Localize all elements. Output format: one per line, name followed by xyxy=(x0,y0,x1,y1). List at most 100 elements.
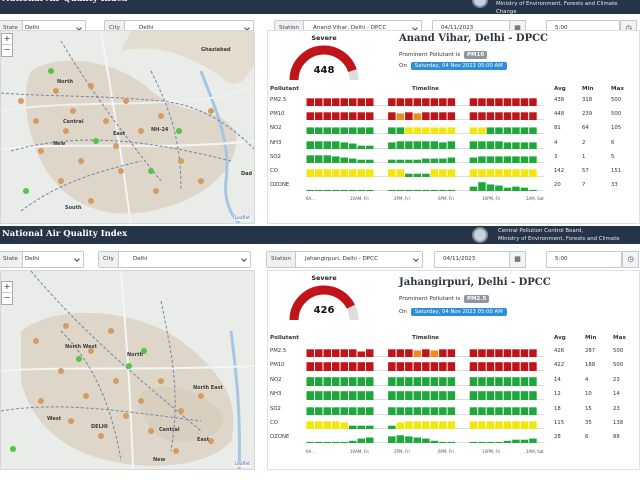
timeline-bar xyxy=(529,438,537,444)
ministry-line: Ministry of Environment, Forests and Cli… xyxy=(498,236,620,250)
timeline-bar xyxy=(503,156,512,163)
timeline-sparkbars[interactable] xyxy=(306,432,544,444)
timeline-bar xyxy=(315,98,323,106)
timeline-bar xyxy=(357,362,365,372)
timeline-bar xyxy=(422,140,430,149)
station-map[interactable]: + − North West North North East West DEL… xyxy=(0,270,255,470)
timeline-bar xyxy=(340,391,348,401)
timeline-bar xyxy=(520,187,529,192)
timeline-bar xyxy=(349,169,357,177)
timeline-bar xyxy=(413,376,422,386)
timeline-bar xyxy=(405,112,413,121)
timeline-bar xyxy=(430,362,439,372)
timeline-bar xyxy=(422,421,430,429)
zoom-in-button[interactable]: + xyxy=(2,34,12,45)
timeline-bar xyxy=(357,127,365,135)
chevron-down-icon xyxy=(74,256,80,262)
timeline-sparkbars[interactable] xyxy=(306,180,544,192)
timeline-sparkbars[interactable] xyxy=(306,123,544,135)
timeline-bar xyxy=(388,159,396,163)
timeline-bar xyxy=(447,421,456,429)
timeline-bar xyxy=(495,140,503,149)
time-input[interactable]: 5:00 xyxy=(546,251,622,268)
timeline-bar xyxy=(447,157,456,163)
timeline-bar xyxy=(478,140,486,149)
pollutant-max: 500 xyxy=(613,362,624,369)
pollutant-avg: 28 xyxy=(554,434,561,441)
timeline-bar xyxy=(323,140,331,149)
timeline-bar xyxy=(503,112,512,121)
timeline-sparkbars[interactable] xyxy=(306,346,544,357)
time-value: 5:00 xyxy=(555,25,568,31)
timeline-sparkbars[interactable] xyxy=(306,375,544,386)
zoom-in-button[interactable]: + xyxy=(2,282,12,293)
date-input[interactable]: 04/11/2023 xyxy=(434,251,510,268)
city-select[interactable]: City Delhi xyxy=(98,251,251,268)
state-select[interactable]: State Delhi xyxy=(0,251,84,268)
timeline-bar xyxy=(396,98,405,106)
timeline-sparkbars[interactable] xyxy=(306,109,544,121)
timeline-bar xyxy=(340,190,348,192)
timeline-sparkbars[interactable] xyxy=(306,138,544,149)
timeline-bar xyxy=(405,190,413,192)
timeline-bar xyxy=(306,98,314,106)
timeline-sparkbars[interactable] xyxy=(306,95,544,106)
station-select[interactable]: Station Jahangirpuri, Delhi - DPCC xyxy=(266,251,423,268)
pollutant-min: 2 xyxy=(582,139,586,146)
timeline-bar xyxy=(520,391,529,401)
timeline-bar xyxy=(340,376,348,386)
leaflet-attribution[interactable]: Leaflet xyxy=(233,216,251,221)
station-value: Jahangirpuri, Delhi - DPCC xyxy=(305,256,378,262)
pollutant-min: 7 xyxy=(582,182,586,189)
timeline-bar xyxy=(512,349,520,357)
timeline-sparkbars[interactable] xyxy=(306,418,544,429)
timeline-bar xyxy=(447,376,456,386)
timeline-sparkbars[interactable] xyxy=(306,360,544,372)
timeline-bar xyxy=(405,127,413,135)
timeline-bar xyxy=(529,112,537,121)
timeline-sparkbars[interactable] xyxy=(306,389,544,401)
timeline-bar xyxy=(315,376,323,386)
timeline-bar xyxy=(357,351,365,357)
station-map[interactable]: + − Ghaziabad North Central NH-24 East N… xyxy=(0,30,255,224)
pollutant-min: 57 xyxy=(582,168,589,174)
timeline-bar xyxy=(529,141,537,149)
top-bar: National Air Quality Index Central Pollu… xyxy=(0,0,640,15)
timeline-bar xyxy=(366,127,374,135)
timeline-bar xyxy=(340,141,348,149)
timeline-bar xyxy=(340,98,348,106)
timeline-sparkbars[interactable] xyxy=(306,152,544,163)
calendar-icon[interactable]: ▦ xyxy=(509,251,526,268)
timeline-bar xyxy=(366,169,374,177)
timeline-bar xyxy=(478,391,486,401)
pollutant-min: 318 xyxy=(582,97,593,103)
timeline-bar xyxy=(512,440,520,444)
pollutant-name: CO xyxy=(270,420,278,426)
clock-icon[interactable]: ◷ xyxy=(622,251,639,268)
timeline-bar xyxy=(486,98,495,106)
timeline-bar xyxy=(388,425,396,429)
station-label: Station xyxy=(267,252,296,267)
pollutant-max: 33 xyxy=(611,182,618,189)
timeline-bar xyxy=(357,438,365,444)
timeline-bar xyxy=(430,158,439,163)
timeline-bar xyxy=(520,440,529,444)
timeline-bar xyxy=(495,169,503,177)
timeline-bar xyxy=(529,376,537,386)
zoom-out-button[interactable]: − xyxy=(3,293,11,302)
zoom-out-button[interactable]: − xyxy=(3,45,11,54)
timeline-bar xyxy=(332,406,340,415)
timeline-bar xyxy=(306,169,314,177)
timeline-bar xyxy=(413,190,422,192)
app-title: National Air Quality Index xyxy=(2,229,128,239)
timeline-bar xyxy=(405,173,413,177)
pollutant-name: NH3 xyxy=(270,139,282,146)
timeline-sparkbars[interactable] xyxy=(306,404,544,415)
pollutant-max: 500 xyxy=(611,97,622,103)
timeline-sparkbars[interactable] xyxy=(306,166,544,177)
timeline-bar xyxy=(430,127,439,135)
timeline-tick: 6PM, Fri xyxy=(438,449,454,454)
leaflet-attribution[interactable]: Leaflet xyxy=(233,462,251,467)
timeline-bar xyxy=(503,141,512,149)
map-label: DELHI xyxy=(91,424,108,430)
